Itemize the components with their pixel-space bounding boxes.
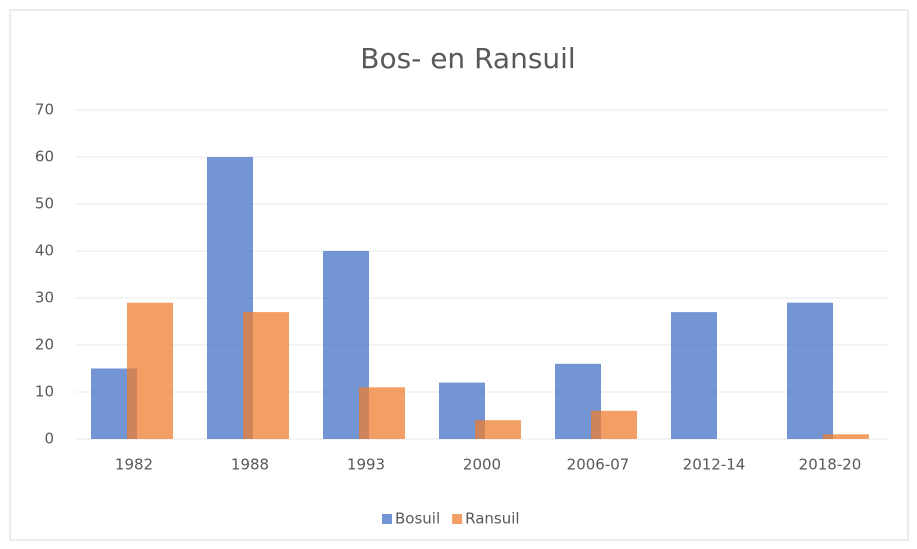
x-tick-label: 2000: [463, 456, 501, 474]
y-tick-label: 20: [35, 336, 54, 354]
bar: [671, 312, 717, 439]
y-tick-label: 30: [35, 289, 54, 307]
y-tick-label: 60: [35, 148, 54, 166]
bar: [359, 387, 405, 439]
x-tick-label: 2006-07: [567, 456, 630, 474]
y-tick-label: 50: [35, 195, 54, 213]
x-tick-label: 2018-20: [799, 456, 862, 474]
x-tick-label: 1982: [115, 456, 153, 474]
y-tick-label: 40: [35, 242, 54, 260]
y-tick-label: 10: [35, 383, 54, 401]
y-tick-label: 70: [35, 101, 54, 119]
chart-border: [9, 9, 909, 541]
legend-label: Ransuil: [465, 510, 519, 528]
bar: [823, 434, 869, 439]
bar: [591, 410, 637, 439]
legend-swatch: [382, 514, 392, 524]
bar: [475, 420, 521, 439]
x-tick-label: 1988: [231, 456, 269, 474]
chart-title: Bos- en Ransuil: [360, 42, 575, 75]
bar: [787, 302, 833, 439]
x-tick-label: 2012-14: [683, 456, 746, 474]
legend-label: Bosuil: [395, 510, 440, 528]
y-tick-label: 0: [44, 430, 54, 448]
bar: [127, 302, 173, 439]
legend-swatch: [452, 514, 463, 524]
x-tick-label: 1993: [347, 456, 385, 474]
bar: [243, 312, 289, 439]
